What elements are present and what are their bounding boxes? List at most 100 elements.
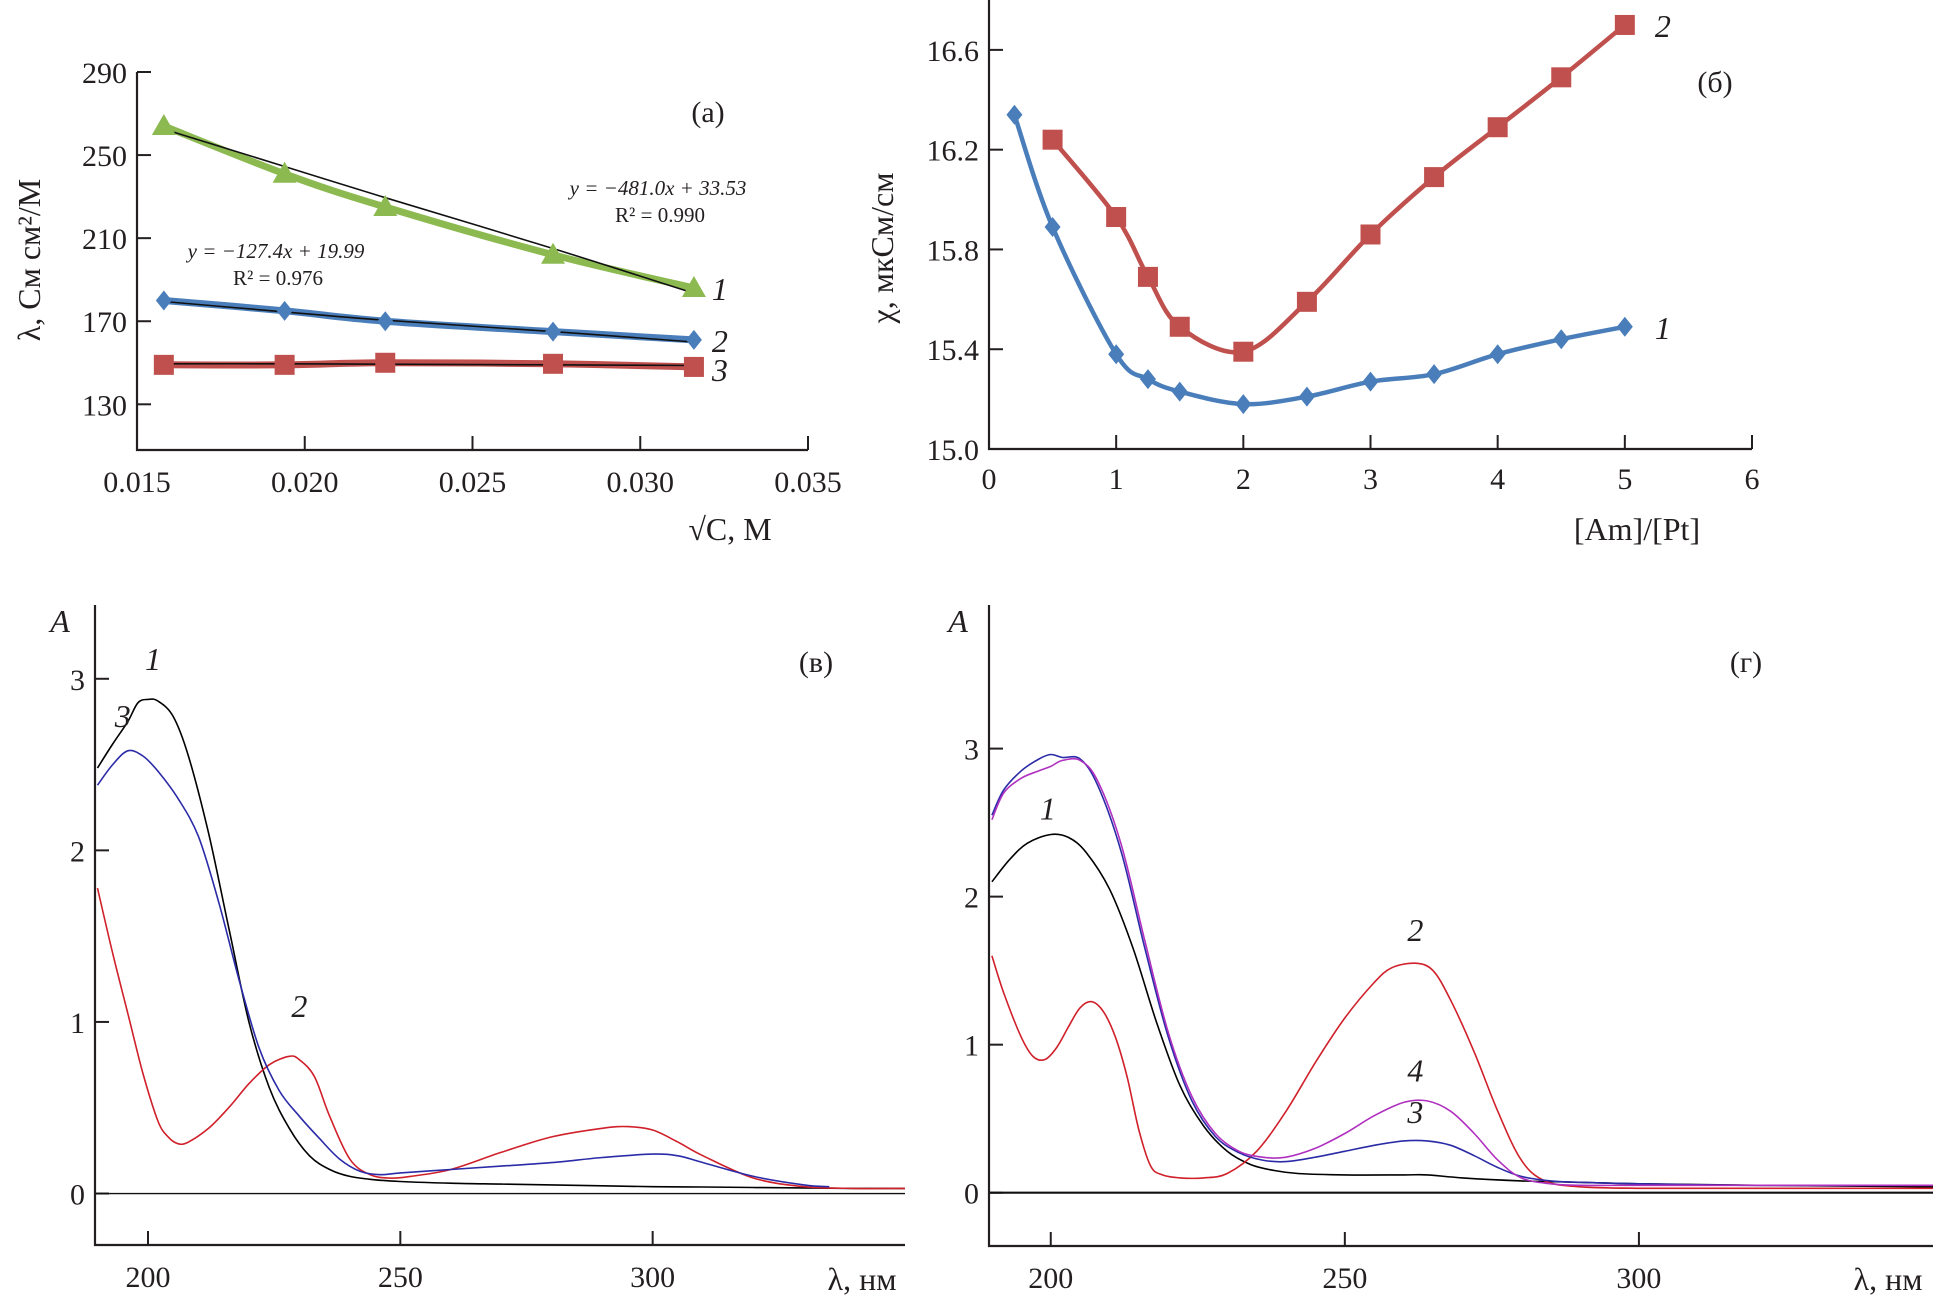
panel-d-series-4-line — [991, 757, 1933, 1187]
panel-d-series-2-line — [991, 955, 1933, 1190]
panel-d-ytick-label: 3 — [964, 734, 979, 767]
panel-b-xlabel: [Am]/[Pt] — [1574, 511, 1700, 547]
panel-d-marks: 200 250 300 0 1 2 3 1 2 4 3 — [964, 734, 1934, 1295]
panel-b-series-1-point — [1139, 369, 1156, 390]
panel-a-series-3-point — [153, 354, 174, 375]
panel-a-series-2-line — [163, 297, 695, 344]
panel-b-xtick-label: 0 — [982, 463, 997, 496]
panel-a-xtick-label: 0.020 — [271, 466, 339, 499]
panel-b-series-2-point — [1296, 291, 1317, 312]
panel-a-series-1-point — [272, 161, 297, 183]
panel-a-series-3-point — [274, 354, 295, 375]
panel-b-series-2-label: 2 — [1655, 8, 1671, 44]
panel-b-axes — [987, 0, 1752, 451]
panel-b-series-1-point — [1616, 316, 1633, 337]
panel-b-ytick-label: 15.4 — [927, 334, 980, 367]
panel-d-xlabel: λ, нм — [1854, 1261, 1923, 1297]
panel-c-curve-label-3: 3 — [114, 698, 131, 734]
panel-a-xtick-label: 0.035 — [774, 466, 842, 499]
panel-a-ytick-label: 130 — [82, 389, 127, 422]
panel-a-label: (а) — [691, 96, 724, 129]
panel-d-series-1-line — [991, 833, 1934, 1188]
panel-d-curve-label-2: 2 — [1407, 912, 1423, 948]
panel-c-label: (в) — [799, 646, 833, 679]
panel-c-series-1-line — [96, 698, 906, 1190]
panel-a-eq2-line1: y = −127.4x + 19.99 — [186, 239, 365, 263]
panel-b-series-1-point — [1298, 386, 1315, 407]
panel-c-ytick-label: 2 — [70, 835, 85, 868]
panel-a-xlabel: √C, М — [688, 511, 771, 547]
panel-d-ytick-label: 0 — [964, 1178, 979, 1211]
panel-b-marks: 0 1 2 3 4 5 6 15.0 15.4 15.8 16.2 16.6 1 2 — [927, 8, 1760, 496]
panel-b-xtick-label: 6 — [1745, 463, 1760, 496]
panel-b-series-1-point — [1108, 344, 1125, 365]
panel-d-xtick-label: 250 — [1322, 1262, 1367, 1295]
panel-b-series-2-point — [1614, 14, 1635, 35]
panel-c-series-3-line — [96, 749, 830, 1188]
panel-a-series-2-point — [685, 329, 702, 350]
panel-a-series-1-point — [373, 195, 398, 216]
panel-a-ytick-label: 170 — [82, 306, 127, 339]
panel-a-ytick-label: 290 — [82, 57, 127, 90]
panel-b-series-2-point — [1424, 167, 1445, 188]
panel-a-series-3-point — [543, 353, 564, 374]
panel-d-ylabel: A — [946, 603, 968, 639]
panel-a-series-1-trendline — [163, 128, 695, 294]
panel-d-ytick-label: 1 — [964, 1030, 979, 1063]
panel-d-ytick-label: 2 — [964, 882, 979, 915]
panel-c-series-2-line — [96, 887, 906, 1190]
panel-a-eq2-line2: R² = 0.976 — [233, 266, 323, 290]
panel-b-series-2-point — [1233, 341, 1254, 362]
panel-b-series-2-point — [1137, 266, 1158, 287]
panel-a-series-1-point — [151, 114, 176, 135]
panel-b-series-1-label: 1 — [1655, 310, 1671, 346]
panel-c-ytick-label: 0 — [70, 1179, 85, 1212]
panel-d-xtick-label: 200 — [1028, 1262, 1073, 1295]
panel-a-xtick-label: 0.015 — [103, 466, 171, 499]
panel-d-label: (г) — [1730, 646, 1762, 679]
panel-c-axes — [93, 605, 905, 1247]
panel-c-curve-label-2: 2 — [291, 988, 307, 1024]
panel-b-series-2-point — [1487, 117, 1508, 138]
chart-panel-d: 200 250 300 0 1 2 3 1 2 4 3 (г) λ, нм A — [946, 603, 1934, 1297]
panel-b-series-1-point — [1044, 216, 1061, 237]
panel-d-axes — [987, 605, 1933, 1248]
panel-c-xlabel: λ, нм — [828, 1261, 897, 1297]
panel-c-xtick-label: 250 — [378, 1261, 423, 1294]
panel-a-xtick-label: 0.025 — [439, 466, 507, 499]
panel-c-ytick-label: 3 — [70, 664, 85, 697]
panel-b-series-1-point — [1235, 394, 1252, 415]
panel-c-xtick-label: 200 — [125, 1261, 170, 1294]
panel-a-series-2-point — [276, 300, 293, 321]
panel-b-series-1-line — [1012, 113, 1626, 407]
panel-b-series-2-point — [1106, 207, 1127, 228]
panel-b-series-1-point — [1171, 381, 1188, 402]
chart-panel-b: 0 1 2 3 4 5 6 15.0 15.4 15.8 16.2 16.6 1 2 (б) [Am]/[… — [864, 0, 1760, 547]
panel-b-xtick-label: 4 — [1490, 463, 1505, 496]
panel-a-series-2-point — [155, 290, 172, 311]
panel-b-label: (б) — [1697, 66, 1732, 99]
panel-d-curve-label-1: 1 — [1040, 791, 1056, 827]
panel-b-series-2-point — [1360, 224, 1381, 245]
panel-a-marks: 0.015 0.020 0.025 0.030 0.035 130 170 210 250 290… — [82, 57, 842, 499]
panel-a-ytick-label: 210 — [82, 223, 127, 256]
panel-b-ytick-label: 16.6 — [927, 35, 980, 68]
panel-b-series-1-point — [1362, 371, 1379, 392]
panel-d-curve-label-3: 3 — [1406, 1094, 1423, 1130]
panel-b-ytick-label: 15.8 — [927, 234, 980, 267]
panel-c-ytick-label: 1 — [70, 1007, 85, 1040]
panel-a-axes — [135, 72, 808, 452]
panel-a-ytick-label: 250 — [82, 140, 127, 173]
panel-b-xtick-label: 2 — [1236, 463, 1251, 496]
panel-b-ytick-label: 16.2 — [927, 135, 980, 168]
panel-b-ytick-label: 15.0 — [927, 434, 980, 467]
panel-c-curve-label-1: 1 — [145, 641, 161, 677]
panel-b-series-2-point — [1551, 67, 1572, 88]
panel-b-xtick-label: 3 — [1363, 463, 1378, 496]
panel-b-xtick-label: 5 — [1617, 463, 1632, 496]
panel-a-series-1-line — [162, 122, 695, 292]
panel-a-xtick-label: 0.030 — [607, 466, 675, 499]
panel-a-series-3-point — [683, 356, 704, 377]
panel-a-series-1-point — [681, 276, 706, 297]
